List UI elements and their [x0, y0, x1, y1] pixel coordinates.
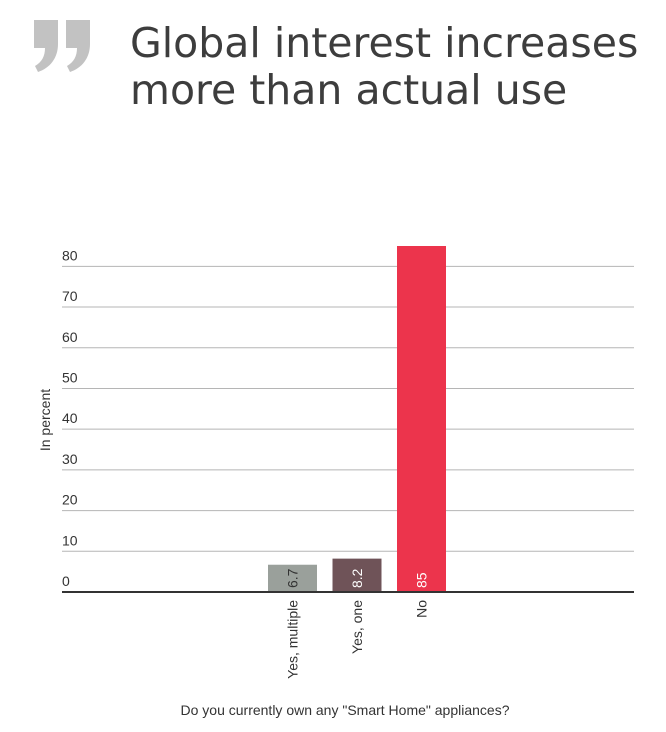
- data-label-1: 6.7: [285, 568, 301, 588]
- x-tick-label-1: Yes, multiple: [285, 600, 301, 679]
- y-tick-labels: 0 10 20 30 40 50 60 70 80: [62, 247, 78, 589]
- quote-mark-icon: [34, 20, 90, 72]
- bar-2: [332, 558, 382, 592]
- x-tick-labels: Yes, multiple Yes, one No: [285, 600, 430, 679]
- y-tick-label-70: 70: [62, 288, 78, 304]
- x-axis-label: Do you currently own any "Smart Home" ap…: [181, 702, 510, 718]
- data-label-3: 85: [414, 572, 430, 588]
- data-label-2: 8.2: [349, 568, 365, 588]
- chart-title: Global interest increases more than actu…: [130, 19, 639, 114]
- y-tick-label-30: 30: [62, 451, 78, 467]
- y-tick-label-20: 20: [62, 492, 78, 508]
- y-tick-label-10: 10: [62, 532, 78, 548]
- x-tick-label-2: Yes, one: [349, 600, 365, 654]
- gridlines: [62, 265, 634, 552]
- y-tick-label-80: 80: [62, 247, 78, 263]
- y-tick-label-50: 50: [62, 369, 78, 385]
- bars: 6.7 8.2 85: [268, 246, 446, 592]
- y-axis-label: In percent: [37, 389, 53, 451]
- bar-3: [397, 246, 446, 592]
- y-tick-label-0: 0: [62, 573, 70, 589]
- bar-1: [268, 564, 317, 592]
- y-tick-label-40: 40: [62, 410, 78, 426]
- x-tick-label-3: No: [414, 600, 430, 618]
- y-tick-label-60: 60: [62, 329, 78, 345]
